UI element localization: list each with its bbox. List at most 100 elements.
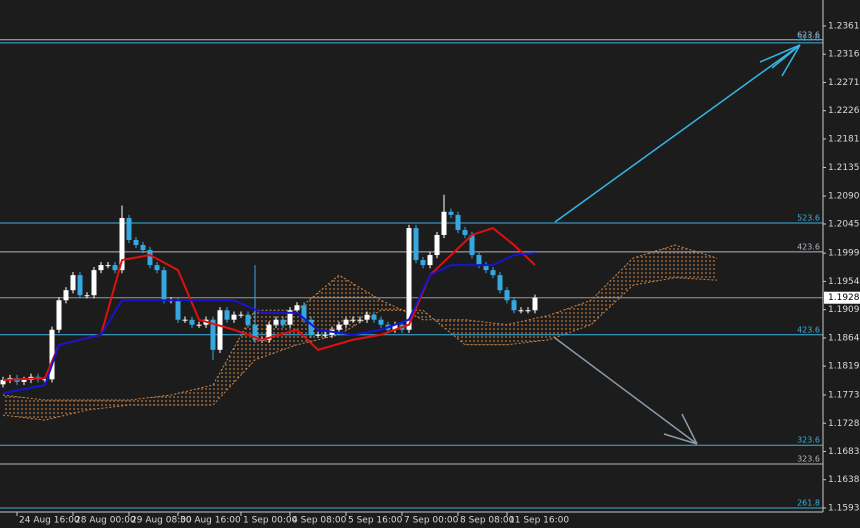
candle-body xyxy=(245,314,251,325)
candle-body xyxy=(413,228,419,261)
candle-body xyxy=(518,310,524,312)
candle-body xyxy=(182,319,188,321)
candle-body xyxy=(161,270,167,301)
candle-body xyxy=(497,275,503,291)
candle-body xyxy=(77,275,83,296)
candle-body xyxy=(371,314,377,320)
candle-body xyxy=(105,265,111,267)
x-tick-label: 7 Sep 00:00 xyxy=(404,516,459,526)
candle-body xyxy=(504,290,510,301)
x-tick-label: 28 Aug 00:00 xyxy=(75,516,136,526)
x-tick-label: 11 Sep 16:00 xyxy=(509,516,569,526)
arrow-up xyxy=(554,44,801,223)
candle-body xyxy=(294,305,300,311)
candle-body xyxy=(252,324,258,340)
candle-body xyxy=(0,379,6,385)
y-tick-label: 1.21355 xyxy=(828,163,860,173)
candle-body xyxy=(49,329,55,380)
y-tick-label: 1.20455 xyxy=(828,219,860,229)
candle-body xyxy=(406,228,412,330)
level-label: 623.6 xyxy=(797,30,820,39)
x-tick-label: 4 Sep 08:00 xyxy=(292,516,347,526)
candle-body xyxy=(301,305,307,320)
y-tick-label: 1.22710 xyxy=(828,78,860,88)
candle-body xyxy=(133,239,139,246)
level-label: 323.6 xyxy=(797,455,820,464)
candle-body xyxy=(154,265,160,271)
y-tick-label: 1.19090 xyxy=(828,305,860,315)
candle-body xyxy=(448,211,454,215)
x-tick-label: 29 Aug 08:00 xyxy=(131,516,192,526)
candle-body xyxy=(434,234,440,256)
x-tick-label: 24 Aug 16:00 xyxy=(19,516,80,526)
y-tick-label: 1.15930 xyxy=(828,503,860,513)
candle-body xyxy=(266,324,272,340)
candle-body xyxy=(91,270,97,296)
candle-body xyxy=(343,319,349,325)
candle-body xyxy=(273,319,279,325)
candle-body xyxy=(56,300,62,330)
y-tick-label: 1.16830 xyxy=(828,447,860,457)
candle-body xyxy=(98,265,104,271)
candle-body xyxy=(420,260,426,266)
candle-body xyxy=(462,229,468,235)
level-label: 523.6 xyxy=(797,214,820,223)
arrow-head xyxy=(759,44,801,77)
y-tick-label: 1.23610 xyxy=(828,21,860,31)
y-tick-label: 1.18190 xyxy=(828,362,860,372)
candle-body xyxy=(532,297,538,311)
candle-body xyxy=(231,314,237,320)
candle-body xyxy=(322,334,328,336)
arrow-down xyxy=(554,337,698,445)
level-label: 323.6 xyxy=(797,436,820,445)
candle-body xyxy=(112,265,118,271)
candle-body xyxy=(469,234,475,256)
y-tick-label: 1.19990 xyxy=(828,249,860,259)
indicator-line xyxy=(2,252,536,395)
current-price-label: 1.19280 xyxy=(828,293,860,303)
candle-body xyxy=(441,211,447,235)
candle-body xyxy=(364,314,370,320)
candle-body xyxy=(70,275,76,291)
cloud-fill xyxy=(3,245,717,421)
candle-body xyxy=(175,300,181,320)
y-tick-label: 1.17730 xyxy=(828,391,860,401)
current-price-box xyxy=(824,291,860,304)
y-tick-label: 1.20900 xyxy=(828,192,860,202)
candle-body xyxy=(84,295,90,297)
candle-body xyxy=(224,310,230,320)
candle-body xyxy=(490,270,496,276)
candle-body xyxy=(280,319,286,325)
level-label: 423.6 xyxy=(797,242,820,251)
x-tick-label: 5 Sep 16:00 xyxy=(348,516,403,526)
level-label: 261.8 xyxy=(797,498,820,507)
candle-body xyxy=(63,290,69,301)
y-tick-label: 1.18640 xyxy=(828,333,860,343)
candle-body xyxy=(189,319,195,325)
y-tick-label: 1.23160 xyxy=(828,50,860,60)
candle-body xyxy=(357,319,363,321)
y-tick-label: 1.16380 xyxy=(828,475,860,485)
candle-body xyxy=(427,255,433,266)
candle-body xyxy=(147,250,153,266)
candle-body xyxy=(42,379,48,381)
candle-body xyxy=(483,265,489,271)
x-tick-label: 8 Sep 08:00 xyxy=(460,516,515,526)
candle-body xyxy=(119,218,125,271)
candle-body xyxy=(455,214,461,230)
level-label: 423.6 xyxy=(797,325,820,334)
candle-body xyxy=(378,319,384,325)
x-tick-label: 30 Aug 16:00 xyxy=(180,516,241,526)
y-tick-label: 1.21810 xyxy=(828,134,860,144)
candle-body xyxy=(525,310,531,312)
candle-body xyxy=(476,255,482,266)
candle-body xyxy=(315,334,321,336)
level-label: 523.6 xyxy=(797,33,820,42)
candle-body xyxy=(210,319,216,350)
candle-body xyxy=(392,324,398,330)
candle-body xyxy=(21,379,27,382)
candle-body xyxy=(350,319,356,321)
